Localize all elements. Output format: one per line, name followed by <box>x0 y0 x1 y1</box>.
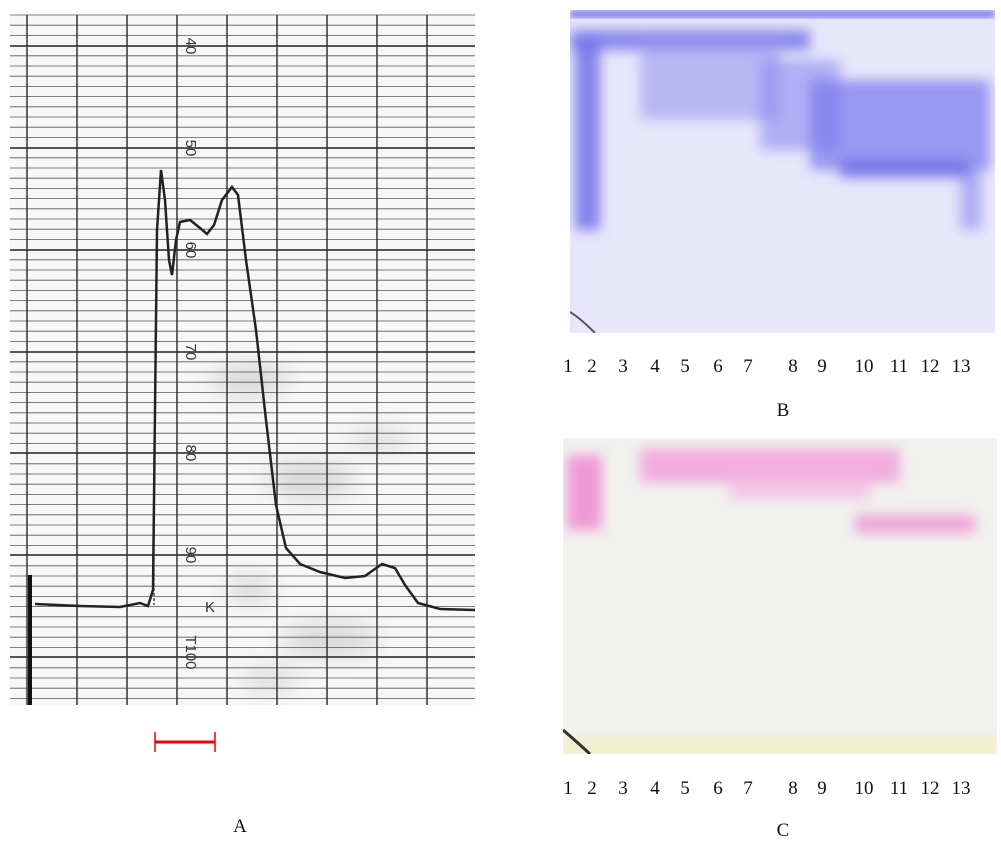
scale-label: 90 <box>182 547 199 564</box>
lane-label: 1 <box>563 778 573 799</box>
scale-label: 50 <box>182 140 199 157</box>
lane-label: 6 <box>713 356 723 377</box>
lane-label: 10 <box>855 356 874 377</box>
gel-b <box>570 10 995 333</box>
lane-label: 9 <box>817 778 827 799</box>
lane-label: 5 <box>680 356 690 377</box>
lane-label: 4 <box>650 778 660 799</box>
lane-label: 11 <box>890 778 908 799</box>
lane-label: 7 <box>743 356 753 377</box>
panel-label: B <box>777 400 790 421</box>
scale-label: 70 <box>182 344 199 361</box>
lane-label: 12 <box>921 356 940 377</box>
lane-label: 4 <box>650 356 660 377</box>
chromatogram-trace <box>34 169 476 612</box>
lane-label: 1 <box>563 356 573 377</box>
lane-label: 3 <box>618 356 628 377</box>
lane-label: 5 <box>680 778 690 799</box>
gel-c <box>563 438 997 754</box>
lane-label: 9 <box>817 356 827 377</box>
scale-label: 100 <box>182 644 199 669</box>
lane-label: 12 <box>921 778 940 799</box>
panel-label: C <box>777 820 790 841</box>
chart-mark: T <box>182 635 199 644</box>
lane-label: 11 <box>890 356 908 377</box>
lane-label: 10 <box>855 778 874 799</box>
scale-label: 80 <box>182 445 199 462</box>
lane-label: 13 <box>952 356 971 377</box>
scale-label: 40 <box>182 38 199 55</box>
lane-label: 2 <box>587 778 597 799</box>
lane-label: 8 <box>788 356 798 377</box>
lane-label: 6 <box>713 778 723 799</box>
chart-mark: K <box>205 599 215 616</box>
scale-label: 60 <box>182 242 199 259</box>
lane-label: 13 <box>952 778 971 799</box>
lane-label: 3 <box>618 778 628 799</box>
lane-label: 2 <box>587 356 597 377</box>
lane-label: 8 <box>788 778 798 799</box>
panel-label: A <box>233 816 247 837</box>
lane-label: 7 <box>743 778 753 799</box>
scale-bar <box>154 732 216 752</box>
